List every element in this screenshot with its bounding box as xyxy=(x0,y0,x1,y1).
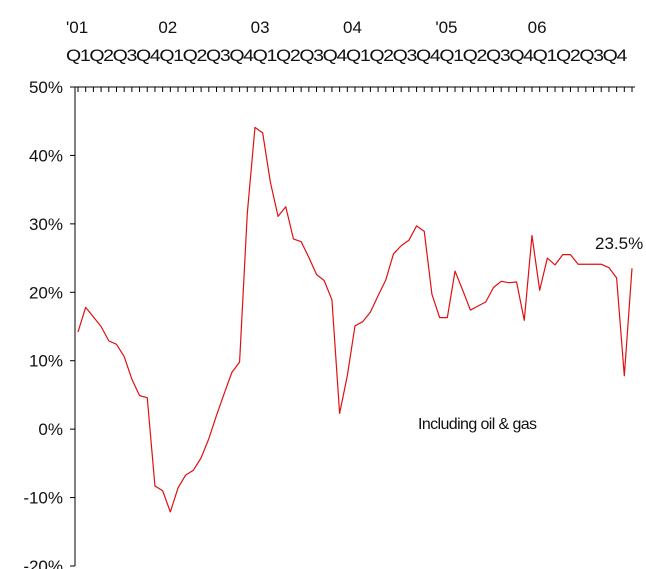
y-tick-label: 30% xyxy=(29,215,63,234)
y-tick-label: -10% xyxy=(23,489,63,508)
series-group xyxy=(77,126,633,513)
x-axis: '01 02 03 04 '05 06 Q1Q2Q3Q4Q1Q2Q3Q4Q1Q2Q3Q4Q… xyxy=(66,18,635,92)
x-year-labels: '01 02 03 04 '05 06 xyxy=(66,18,547,37)
series-annotation: Including oil & gas xyxy=(418,416,537,433)
y-ticks xyxy=(70,86,75,567)
x-ticks xyxy=(77,87,633,92)
series-line xyxy=(77,126,633,513)
x-year-label: 02 xyxy=(158,18,177,37)
end-value-label: 23.5% xyxy=(595,234,643,253)
x-year-label: 06 xyxy=(528,18,547,37)
y-tick-label: 40% xyxy=(29,146,63,165)
x-year-label: '05 xyxy=(435,18,457,37)
x-year-label: '01 xyxy=(66,18,88,37)
y-axis: 50% 40% 30% 20% 10% 0% -10% -20% xyxy=(23,78,76,569)
x-year-label: 03 xyxy=(251,18,270,37)
y-tick-labels: 50% 40% 30% 20% 10% 0% -10% -20% xyxy=(23,78,63,569)
y-tick-label: 50% xyxy=(29,78,63,97)
x-year-label: 04 xyxy=(343,18,362,37)
y-tick-label: 20% xyxy=(29,283,63,302)
y-tick-label: -20% xyxy=(23,557,63,569)
y-tick-label: 10% xyxy=(29,352,63,371)
y-tick-label: 0% xyxy=(38,420,63,439)
x-quarter-labels: Q1Q2Q3Q4Q1Q2Q3Q4Q1Q2Q3Q4Q1Q2Q3Q4Q1Q2Q3Q4… xyxy=(66,46,627,65)
